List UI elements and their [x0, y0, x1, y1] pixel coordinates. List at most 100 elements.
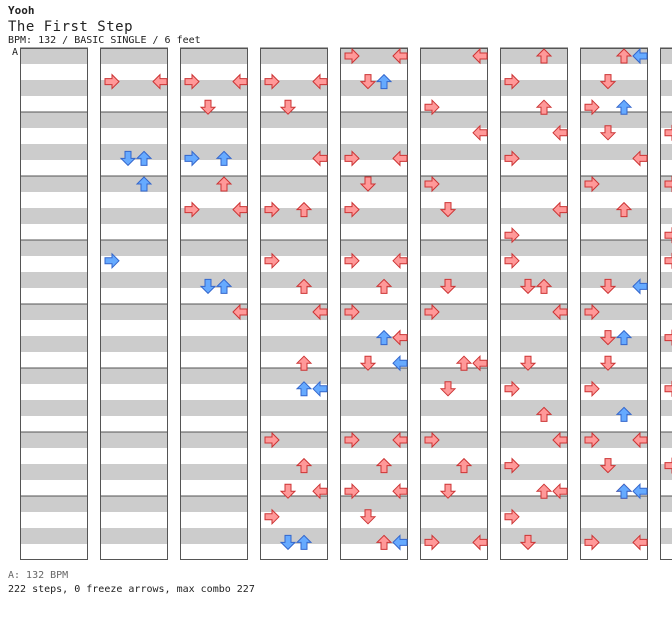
- column-border: [500, 48, 568, 560]
- eighth-up-arrow-icon: [615, 483, 633, 499]
- quarter-right-arrow-icon: [152, 73, 168, 90]
- quarter-left-arrow-icon: [424, 534, 440, 551]
- beat-stripe: [500, 368, 568, 384]
- beat-stripe: [420, 48, 488, 64]
- eighth-up-arrow-icon: [375, 73, 393, 90]
- beat-stripe: [420, 240, 488, 256]
- eighth-up-arrow-icon: [215, 278, 233, 294]
- chart-column-4: [260, 47, 328, 560]
- chart-column-5: [340, 47, 408, 560]
- beat-stripe: [260, 144, 328, 160]
- quarter-left-arrow-icon: [344, 201, 360, 218]
- quarter-left-arrow-icon: [504, 508, 520, 526]
- beat-stripe: [500, 496, 568, 512]
- quarter-left-arrow-icon: [664, 329, 672, 346]
- beat-stripe: [180, 48, 248, 64]
- beat-stripe: [100, 112, 168, 128]
- eighth-right-arrow-icon: [632, 278, 648, 295]
- quarter-right-arrow-icon: [312, 482, 328, 500]
- beat-stripe: [660, 272, 672, 288]
- eighth-up-arrow-icon: [295, 534, 313, 550]
- beat-stripe: [180, 112, 248, 128]
- beat-stripe: [260, 112, 328, 128]
- quarter-right-arrow-icon: [552, 201, 568, 218]
- column-border: [20, 48, 88, 560]
- eighth-right-arrow-icon: [632, 482, 648, 500]
- beat-stripe: [260, 336, 328, 352]
- beat-stripe: [180, 336, 248, 352]
- beat-stripe: [100, 208, 168, 224]
- beat-stripe: [20, 80, 88, 96]
- eighth-down-arrow-icon: [199, 278, 217, 295]
- beat-stripe: [660, 208, 672, 224]
- column-border: [100, 48, 168, 560]
- quarter-left-arrow-icon: [584, 380, 600, 398]
- quarter-right-arrow-icon: [312, 73, 328, 90]
- quarter-up-arrow-icon: [535, 406, 553, 422]
- quarter-right-arrow-icon: [392, 431, 408, 449]
- beat-stripe: [20, 368, 88, 384]
- beat-stripe: [500, 48, 568, 64]
- quarter-left-arrow-icon: [424, 303, 440, 321]
- beat-stripe: [100, 304, 168, 320]
- chart-meta: BPM: 132 / BASIC SINGLE / 6 feet: [8, 35, 201, 46]
- beat-stripe: [100, 368, 168, 384]
- beat-stripe: [420, 496, 488, 512]
- beat-stripe: [100, 464, 168, 480]
- beat-stripe: [500, 400, 568, 416]
- beat-stripe: [100, 432, 168, 448]
- beat-stripe: [420, 464, 488, 480]
- quarter-left-arrow-icon: [504, 150, 520, 167]
- quarter-down-arrow-icon: [599, 74, 617, 90]
- quarter-right-arrow-icon: [472, 354, 488, 372]
- bpm-legend: A: 132 BPM: [8, 570, 69, 581]
- artist-name: Yooh: [8, 4, 35, 17]
- quarter-left-arrow-icon: [584, 303, 600, 321]
- beat-stripe: [420, 272, 488, 288]
- beat-stripe: [500, 272, 568, 288]
- quarter-up-arrow-icon: [535, 99, 553, 115]
- beat-stripe: [580, 240, 648, 256]
- beat-stripe: [420, 368, 488, 384]
- eighth-up-arrow-icon: [375, 329, 393, 346]
- beat-stripe: [420, 80, 488, 96]
- column-border: [660, 48, 672, 560]
- beat-stripe: [500, 208, 568, 224]
- quarter-left-arrow-icon: [504, 226, 520, 244]
- quarter-down-arrow-icon: [359, 355, 377, 371]
- quarter-up-arrow-icon: [615, 48, 633, 64]
- beat-stripe: [340, 368, 408, 384]
- beat-stripe: [260, 368, 328, 384]
- beat-stripe: [20, 464, 88, 480]
- beat-stripe: [500, 528, 568, 544]
- beat-stripe: [420, 304, 488, 320]
- beat-stripe: [500, 304, 568, 320]
- quarter-left-arrow-icon: [664, 124, 672, 142]
- quarter-up-arrow-icon: [295, 201, 313, 218]
- beat-stripe: [20, 144, 88, 160]
- quarter-left-arrow-icon: [584, 534, 600, 551]
- quarter-down-arrow-icon: [599, 330, 617, 346]
- beat-stripe: [580, 144, 648, 160]
- quarter-right-arrow-icon: [552, 431, 568, 449]
- quarter-down-arrow-icon: [519, 278, 537, 295]
- beat-stripe: [20, 112, 88, 128]
- beat-stripe: [420, 112, 488, 128]
- quarter-left-arrow-icon: [184, 73, 200, 90]
- eighth-down-arrow-icon: [119, 150, 137, 167]
- beat-stripe: [20, 432, 88, 448]
- beat-stripe: [660, 48, 672, 64]
- beat-stripe: [660, 496, 672, 512]
- beat-stripe: [580, 464, 648, 480]
- beat-stripe: [420, 336, 488, 352]
- beat-stripe: [580, 80, 648, 96]
- quarter-down-arrow-icon: [279, 99, 297, 115]
- beat-stripe: [340, 336, 408, 352]
- quarter-up-arrow-icon: [535, 278, 553, 294]
- quarter-left-arrow-icon: [184, 201, 200, 218]
- beat-stripe: [180, 176, 248, 192]
- quarter-left-arrow-icon: [344, 431, 360, 449]
- beat-stripe: [260, 400, 328, 416]
- beat-stripe: [20, 528, 88, 544]
- beat-stripe: [500, 112, 568, 128]
